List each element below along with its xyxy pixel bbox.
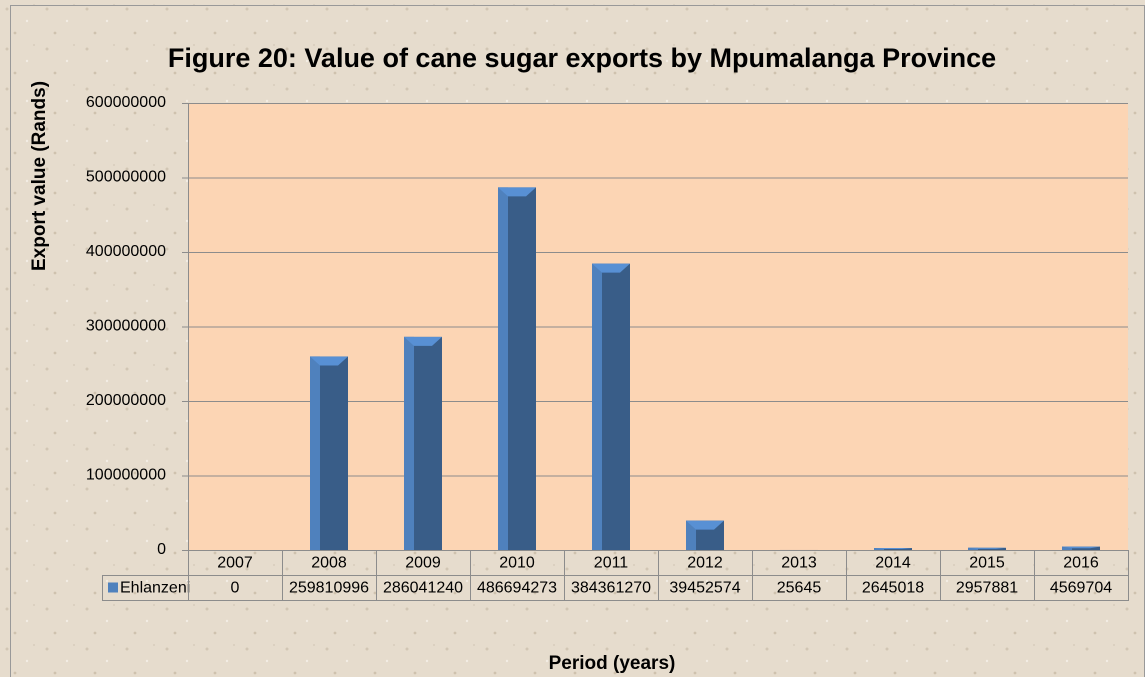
bar-bevel — [310, 356, 348, 366]
bar-bevel — [1062, 546, 1100, 549]
y-tick-label: 500000000 — [86, 169, 166, 186]
data-label: 25645 — [777, 580, 822, 597]
data-label: 384361270 — [571, 580, 651, 597]
bar-highlight — [968, 547, 978, 550]
x-tick-label: 2015 — [969, 555, 1005, 572]
bar-bevel — [874, 548, 912, 550]
x-tick-label: 2010 — [499, 555, 535, 572]
x-tick-label: 2016 — [1063, 555, 1099, 572]
bar-highlight — [498, 187, 508, 550]
bar-highlight — [686, 520, 696, 550]
y-tick-label: 200000000 — [86, 392, 166, 409]
bar-highlight — [1062, 546, 1072, 550]
bar-bevel — [686, 520, 724, 530]
bar-bevel — [592, 263, 630, 273]
bar-highlight — [874, 548, 884, 550]
legend-key — [108, 582, 118, 593]
x-tick-label: 2007 — [217, 555, 253, 572]
data-label: 2957881 — [956, 580, 1018, 597]
x-tick-label: 2011 — [594, 555, 629, 572]
bar-highlight — [310, 356, 320, 550]
x-tick-label: 2009 — [405, 555, 441, 572]
y-tick-label: 600000000 — [86, 94, 166, 111]
y-tick-label: 100000000 — [86, 467, 166, 484]
data-label: 4569704 — [1050, 580, 1112, 597]
x-tick-label: 2013 — [781, 555, 817, 572]
bar-bevel — [498, 187, 536, 197]
bar-highlight — [404, 336, 414, 550]
data-label: 0 — [231, 580, 240, 597]
chart-title: Figure 20: Value of cane sugar exports b… — [168, 43, 996, 73]
data-label: 39452574 — [669, 580, 740, 597]
data-label: 286041240 — [383, 580, 463, 597]
table-cell — [1034, 575, 1129, 601]
bar-bevel — [404, 336, 442, 346]
y-axis-label: Export value (Rands) — [29, 81, 50, 271]
x-tick-label: 2012 — [687, 555, 723, 572]
x-axis-label: Period (years) — [549, 653, 676, 674]
legend-label: Ehlanzeni — [120, 580, 190, 597]
y-tick-label: 300000000 — [86, 318, 166, 335]
bar — [874, 548, 912, 550]
y-tick-label: 0 — [157, 541, 166, 558]
bar-highlight — [592, 263, 602, 550]
bar-bevel — [968, 547, 1006, 549]
data-label: 486694273 — [477, 580, 557, 597]
x-tick-label: 2008 — [311, 555, 347, 572]
x-tick-label: 2014 — [875, 555, 911, 572]
data-label: 2645018 — [862, 580, 924, 597]
data-label: 259810996 — [289, 580, 369, 597]
y-tick-label: 400000000 — [86, 243, 166, 260]
